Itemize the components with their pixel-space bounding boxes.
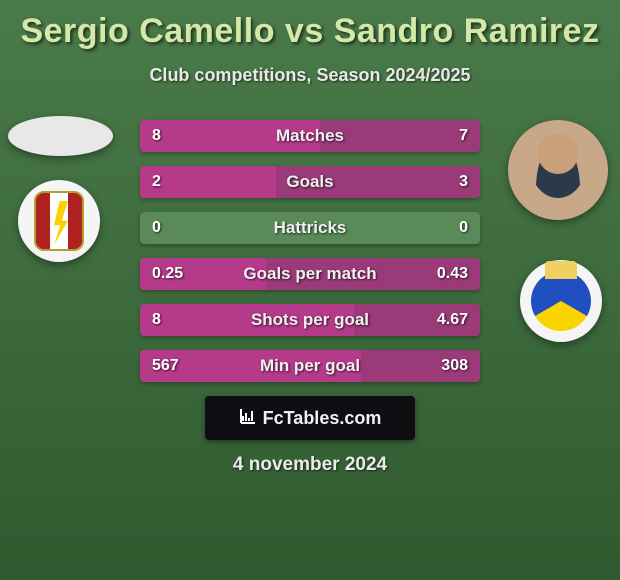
stat-value-left: 8	[152, 120, 161, 152]
stat-fill-right	[320, 120, 480, 152]
stat-row-bg	[140, 212, 480, 244]
player-right-avatar	[508, 120, 608, 220]
stat-row: 0.250.43Goals per match	[140, 258, 480, 290]
club-right-logo	[520, 260, 602, 342]
las-palmas-crest	[531, 271, 591, 331]
stat-value-left: 567	[152, 350, 179, 382]
stat-value-right: 4.67	[437, 304, 468, 336]
date-text: 4 november 2024	[0, 454, 620, 476]
stat-row: 00Hattricks	[140, 212, 480, 244]
stat-value-right: 0	[459, 212, 468, 244]
chart-icon	[239, 407, 257, 430]
stat-value-left: 0	[152, 212, 161, 244]
stat-fill-left	[140, 304, 354, 336]
stat-value-left: 8	[152, 304, 161, 336]
club-left-logo	[18, 180, 100, 262]
stat-row: 567308Min per goal	[140, 350, 480, 382]
stat-value-right: 308	[441, 350, 468, 382]
brand-text: FcTables.com	[263, 408, 382, 429]
stat-value-left: 2	[152, 166, 161, 198]
subtitle: Club competitions, Season 2024/2025	[0, 65, 620, 86]
stat-value-right: 7	[459, 120, 468, 152]
stats-table: 87Matches23Goals00Hattricks0.250.43Goals…	[140, 120, 480, 396]
player-left-avatar	[8, 116, 113, 156]
stat-fill-right	[276, 166, 480, 198]
stat-value-right: 0.43	[437, 258, 468, 290]
stat-value-left: 0.25	[152, 258, 183, 290]
comparison-card: Sergio Camello vs Sandro Ramirez Club co…	[0, 0, 620, 580]
rayo-vallecano-crest	[34, 191, 84, 251]
stat-value-right: 3	[459, 166, 468, 198]
stat-row: 84.67Shots per goal	[140, 304, 480, 336]
brand-badge[interactable]: FcTables.com	[205, 396, 415, 440]
page-title: Sergio Camello vs Sandro Ramirez	[0, 0, 620, 51]
stat-row: 23Goals	[140, 166, 480, 198]
stat-fill-left	[140, 120, 320, 152]
stat-row: 87Matches	[140, 120, 480, 152]
